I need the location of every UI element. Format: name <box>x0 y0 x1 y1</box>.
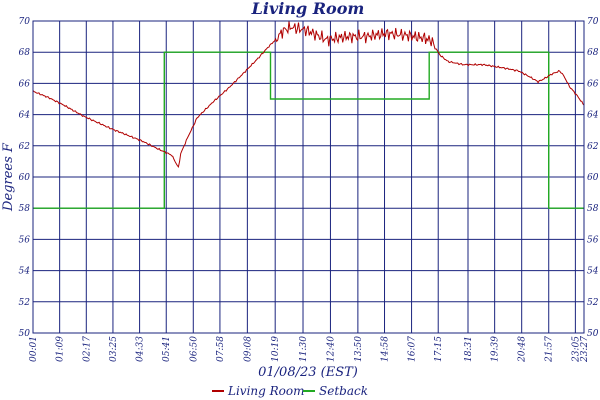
y-tick-label-left: 62 <box>19 142 31 152</box>
y-tick-label-right: 54 <box>587 267 599 277</box>
legend-label-setback: Setback <box>319 384 368 398</box>
y-tick-label-left: 68 <box>19 48 31 58</box>
x-tick-label: 19:39 <box>491 336 501 362</box>
x-tick-label: 14:58 <box>381 336 391 362</box>
x-tick-label: 21:57 <box>545 336 555 363</box>
x-tick-label: 16:07 <box>408 336 418 362</box>
x-tick-label: 23:27 <box>580 336 590 363</box>
x-tick-label: 18:31 <box>464 336 474 362</box>
y-tick-label-right: 52 <box>587 298 599 308</box>
x-tick-label: 03:25 <box>109 336 119 362</box>
x-tick-label: 04:33 <box>136 336 146 362</box>
x-tick-label: 09:08 <box>243 336 253 362</box>
y-tick-label-right: 70 <box>587 17 599 27</box>
x-tick-label: 00:01 <box>29 336 39 362</box>
y-tick-label-left: 60 <box>19 173 31 183</box>
y-axis-right-ticks: 50 52 54 56 58 60 62 64 66 68 70 <box>587 17 599 339</box>
y-tick-label-right: 66 <box>587 79 599 89</box>
y-tick-label-right: 50 <box>587 329 599 339</box>
plot-area <box>32 21 585 209</box>
y-axis-label: Degrees F <box>1 142 16 212</box>
y-tick-label-left: 70 <box>19 17 31 27</box>
x-tick-label: 02:17 <box>82 336 92 362</box>
x-tick-label: 06:50 <box>189 336 199 362</box>
x-tick-label: 07:58 <box>216 336 226 362</box>
x-tick-label: 12:40 <box>326 336 336 362</box>
y-tick-label-left: 66 <box>19 79 31 89</box>
chart-title: Living Room <box>251 0 365 18</box>
x-tick-label: 10:19 <box>271 336 281 362</box>
plot-frame <box>32 20 585 334</box>
y-tick-label-left: 58 <box>19 204 31 214</box>
y-tick-label-right: 64 <box>587 111 599 121</box>
y-tick-label-left: 56 <box>19 235 31 245</box>
x-axis-ticks: 00:01 01:09 02:17 03:25 04:33 05:41 06:50 07:58… <box>29 336 590 363</box>
x-tick-label: 23:05 <box>571 336 581 363</box>
x-tick-label: 11:30 <box>299 336 309 362</box>
y-tick-label-right: 56 <box>587 235 599 245</box>
y-tick-label-right: 62 <box>587 142 599 152</box>
series-line-setback <box>33 51 584 209</box>
y-tick-label-right: 60 <box>587 173 599 183</box>
legend: Living Room Setback <box>212 384 368 398</box>
y-tick-label-right: 68 <box>587 48 599 58</box>
x-tick-label: 05:41 <box>162 336 172 362</box>
y-tick-label-left: 50 <box>19 329 31 339</box>
y-tick-label-left: 52 <box>19 298 31 308</box>
x-tick-label: 01:09 <box>56 336 66 362</box>
x-tick-label: 20:48 <box>518 336 528 363</box>
x-tick-label: 17:15 <box>434 336 444 362</box>
series-line-living-room <box>32 21 585 169</box>
x-axis-label: 01/08/23 (EST) <box>258 365 358 380</box>
y-axis-left-ticks: 50 52 54 56 58 60 62 64 66 68 70 <box>19 17 31 339</box>
y-tick-label-right: 58 <box>587 204 599 214</box>
y-tick-label-left: 54 <box>19 267 31 277</box>
y-tick-label-left: 64 <box>19 111 31 121</box>
x-tick-label: 13:50 <box>354 336 364 362</box>
legend-label-living-room: Living Room <box>227 384 305 398</box>
